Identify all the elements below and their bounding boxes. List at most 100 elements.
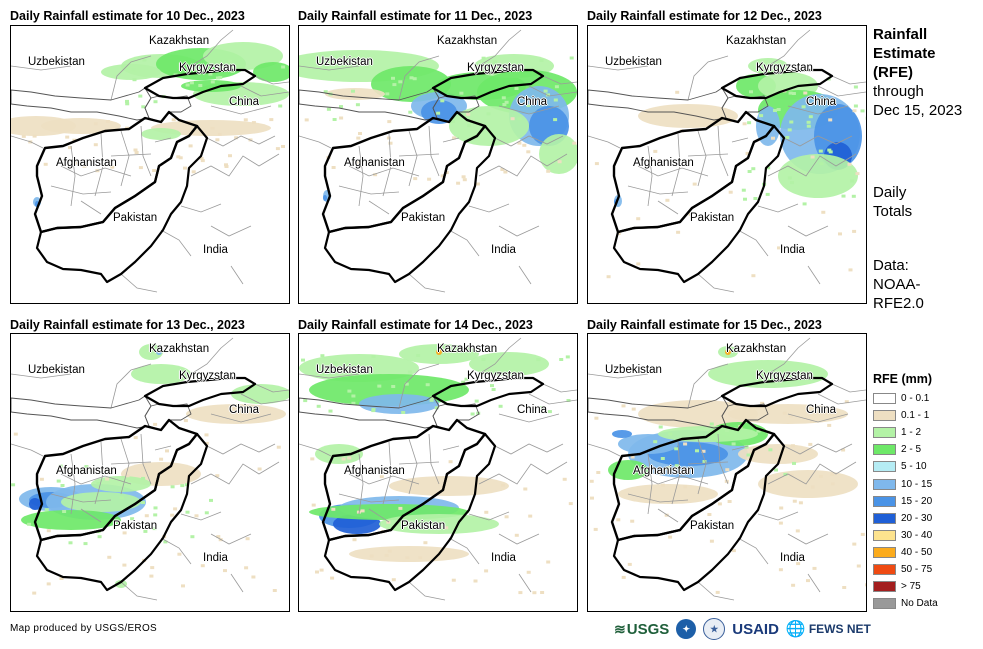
legend-label: No Data [901,598,938,610]
country-label-afghanistan: Afghanistan [633,465,694,477]
data-source-note: Data: NOAA- RFE2.0 [873,256,924,313]
map-graphic [299,334,577,611]
rfe-legend: RFE (mm) 0 - 0.1 0.1 - 1 1 - 2 2 - 5 5 - 10 1… [873,372,938,612]
legend-label: 0.1 - 1 [901,410,930,422]
panel-title-4: Daily Rainfall estimate for 13 Dec., 202… [10,318,245,332]
legend-item: 0.1 - 1 [873,407,938,424]
rfe-title-line: Estimate [873,45,936,62]
country-label-india: India [203,552,228,564]
country-label-kazakhstan: Kazakhstan [437,343,498,355]
country-label-afghanistan: Afghanistan [633,157,694,169]
country-label-india: India [780,244,805,256]
country-label-kazakhstan: Kazakhstan [726,35,787,47]
totals-line: Totals [873,203,913,220]
legend-label: 1 - 2 [901,427,922,439]
noaa-logo-icon: ✦ [676,619,697,639]
legend-item: 5 - 10 [873,458,938,475]
country-label-china: China [806,404,837,416]
legend-swatch [873,444,896,456]
country-label-pakistan: Pakistan [113,212,158,224]
country-label-kazakhstan: Kazakhstan [437,35,498,47]
country-label-afghanistan: Afghanistan [56,157,117,169]
country-label-china: China [517,404,548,416]
daily-totals-note: Daily Totals [873,183,912,221]
legend-swatch [873,546,896,558]
legend-label: 5 - 10 [901,461,927,473]
country-label-uzbekistan: Uzbekistan [316,56,373,68]
country-label-pakistan: Pakistan [690,520,735,532]
map-graphic [11,334,289,611]
legend-label: 30 - 40 [901,529,933,541]
legend-swatch [873,410,896,422]
country-label-pakistan: Pakistan [113,520,158,532]
legend-swatch [873,461,896,473]
rainfall-map-dec-15: Kazakhstan Uzbekistan Kyrgyzstan China Afgha… [587,333,867,612]
map-graphic [588,334,866,611]
country-label-pakistan: Pakistan [401,212,446,224]
rainfall-map-dec-10: Kazakhstan Uzbekistan Kyrgyzstan China Afgha… [10,25,290,304]
country-label-china: China [229,404,260,416]
country-label-uzbekistan: Uzbekistan [28,56,85,68]
country-label-kyrgyzstan: Kyrgyzstan [467,62,524,74]
country-label-uzbekistan: Uzbekistan [316,364,373,376]
rainfall-map-dec-11: Kazakhstan Uzbekistan Kyrgyzstan China Afgha… [298,25,578,304]
map-graphic [588,26,866,303]
country-label-china: China [517,96,548,108]
legend-label: 15 - 20 [901,495,933,507]
usgs-wave-icon: ≋ [614,620,626,637]
data-line: NOAA- [873,276,921,293]
rfe-title-line: Rainfall [873,26,928,43]
legend-label: 40 - 50 [901,546,933,558]
data-line: Data: [873,257,909,274]
country-label-pakistan: Pakistan [401,520,446,532]
country-label-kyrgyzstan: Kyrgyzstan [179,62,236,74]
globe-icon: 🌐 [785,621,806,638]
country-label-kyrgyzstan: Kyrgyzstan [179,370,236,382]
country-label-afghanistan: Afghanistan [344,157,405,169]
country-label-kyrgyzstan: Kyrgyzstan [756,62,813,74]
legend-label: 2 - 5 [901,444,922,456]
usgs-logo-text: USGS [626,620,670,638]
legend-item: > 75 [873,578,938,595]
daily-line: Daily [873,184,907,201]
legend-item: 0 - 0.1 [873,390,938,407]
panel-title-1: Daily Rainfall estimate for 10 Dec., 202… [10,9,245,23]
country-label-kyrgyzstan: Kyrgyzstan [756,370,813,382]
country-label-india: India [491,244,516,256]
country-label-india: India [491,552,516,564]
panel-title-3: Daily Rainfall estimate for 12 Dec., 202… [587,9,822,23]
map-graphic [11,26,289,303]
legend-item: 20 - 30 [873,510,938,527]
legend-swatch [873,478,896,490]
map-graphic [299,26,577,303]
legend-swatch [873,598,896,610]
country-label-china: China [229,96,260,108]
doc-seal-icon: ★ [703,618,726,640]
usgs-logo: ≋ USGS [614,621,669,638]
legend-label: 10 - 15 [901,478,933,490]
country-label-india: India [203,244,228,256]
usaid-logo-text: USAID [732,620,779,638]
legend-title: RFE (mm) [873,372,933,386]
rainfall-map-dec-12: Kazakhstan Uzbekistan Kyrgyzstan China Afgha… [587,25,867,304]
legend-swatch [873,581,896,593]
country-label-uzbekistan: Uzbekistan [605,364,662,376]
country-label-uzbekistan: Uzbekistan [28,364,85,376]
legend-swatch [873,529,896,541]
country-label-india: India [780,552,805,564]
legend-swatch [873,563,896,575]
usaid-logo: USAID [732,621,779,638]
legend-item: No Data [873,595,938,612]
country-label-kyrgyzstan: Kyrgyzstan [467,370,524,382]
through-date: Dec 15, 2023 [873,102,963,119]
legend-item: 30 - 40 [873,527,938,544]
panel-title-5: Daily Rainfall estimate for 14 Dec., 202… [298,318,533,332]
rainfall-map-dec-14: Kazakhstan Uzbekistan Kyrgyzstan China Afgha… [298,333,578,612]
rainfall-map-dec-13: Kazakhstan Uzbekistan Kyrgyzstan China Afgha… [10,333,290,612]
country-label-kazakhstan: Kazakhstan [726,343,787,355]
logo-strip: ≋ USGS ✦ ★ USAID 🌐 FEWS NET [614,618,871,640]
through-line: through [873,83,924,100]
country-label-afghanistan: Afghanistan [56,465,117,477]
legend-item: 2 - 5 [873,441,938,458]
rfe-title: Rainfall Estimate (RFE) through Dec 15, … [873,25,962,120]
